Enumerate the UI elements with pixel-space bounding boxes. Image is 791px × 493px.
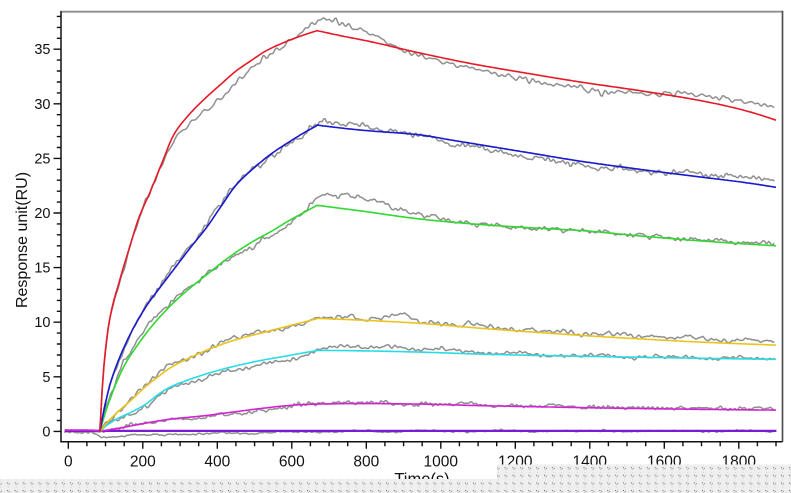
svg-text:35: 35 (34, 42, 50, 58)
svg-text:30: 30 (34, 97, 50, 113)
svg-text:10: 10 (34, 315, 50, 331)
svg-text:600: 600 (279, 454, 305, 471)
svg-text:200: 200 (130, 454, 156, 471)
svg-text:800: 800 (353, 454, 379, 471)
svg-text:400: 400 (204, 454, 230, 471)
svg-text:Response unit(RU): Response unit(RU) (14, 172, 31, 308)
svg-text:25: 25 (34, 151, 50, 167)
svg-text:1000: 1000 (424, 454, 459, 471)
svg-text:15: 15 (34, 261, 50, 277)
svg-text:5: 5 (42, 370, 50, 386)
svg-text:0: 0 (64, 454, 73, 471)
svg-text:0: 0 (42, 424, 50, 440)
svg-text:20: 20 (34, 206, 50, 222)
